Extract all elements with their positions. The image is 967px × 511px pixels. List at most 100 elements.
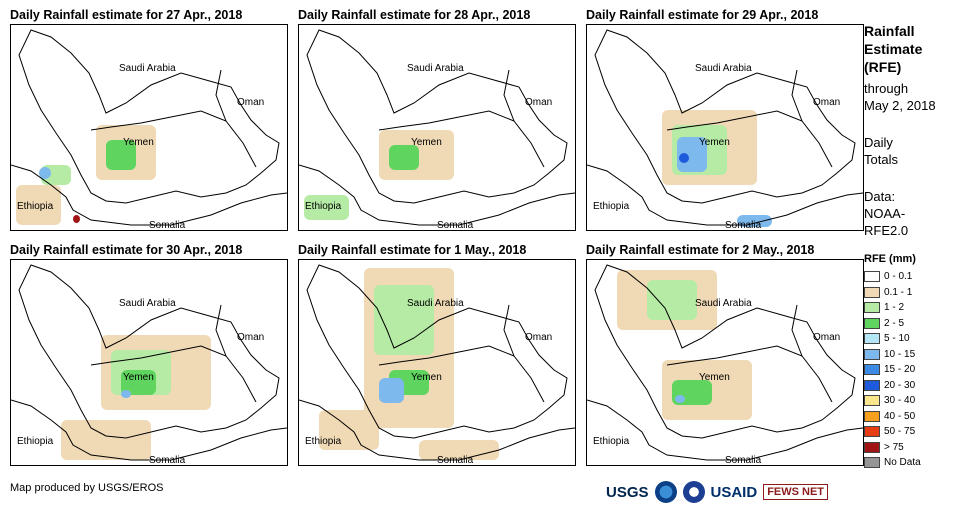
country-label-yemen: Yemen <box>123 137 154 148</box>
country-label-yemen: Yemen <box>699 372 730 383</box>
country-label-ethiopia: Ethiopia <box>17 436 54 447</box>
rainfall-area <box>61 420 151 460</box>
legend-label: 0 - 0.1 <box>884 271 913 283</box>
country-label-yemen: Yemen <box>411 137 442 148</box>
country-label-oman: Oman <box>813 97 841 108</box>
legend-label: > 75 <box>884 441 904 453</box>
map-svg <box>11 29 287 226</box>
legend-label: No Data <box>884 457 921 469</box>
country-label-saudi: Saudi Arabia <box>407 63 464 74</box>
map-svg <box>299 29 575 226</box>
legend-swatch <box>864 302 880 314</box>
country-border <box>90 345 257 403</box>
legend-label: 40 - 50 <box>884 410 916 422</box>
country-label-somalia: Somalia <box>437 220 474 231</box>
legend-item: 20 - 30 <box>864 378 921 394</box>
country-border <box>503 69 515 122</box>
rainfall-area <box>319 410 379 450</box>
usgs-logo: USGS <box>606 483 649 501</box>
country-border <box>18 264 280 439</box>
legend-swatch <box>864 441 880 453</box>
country-border <box>666 345 833 403</box>
daily-totals-note: Daily Totals <box>864 135 898 167</box>
rainfall-map-panel: Daily Rainfall estimate for 2 May., 2018… <box>586 241 864 469</box>
country-border <box>18 29 280 204</box>
legend-label: 15 - 20 <box>884 364 916 376</box>
country-label-somalia: Somalia <box>149 220 186 231</box>
fews-net-logo: FEWS NET <box>763 484 829 500</box>
map-credit: Map produced by USGS/EROS <box>10 482 164 494</box>
legend-swatch <box>864 271 880 283</box>
map-frame: Saudi Arabia Oman Yemen Ethiopia Somalia <box>298 24 576 231</box>
coastline <box>299 164 575 226</box>
map-svg <box>299 264 575 461</box>
country-label-oman: Oman <box>525 332 553 343</box>
legend-item: 15 - 20 <box>864 362 921 378</box>
rainfall-map-panel: Daily Rainfall estimate for 1 May., 2018… <box>298 241 576 469</box>
legend-swatch <box>864 364 880 376</box>
rainfall-map-panel: Daily Rainfall estimate for 29 Apr., 201… <box>586 6 864 234</box>
rainfall-area <box>647 280 697 320</box>
country-label-oman: Oman <box>525 97 553 108</box>
legend-item: 40 - 50 <box>864 409 921 425</box>
legend-item: > 75 <box>864 440 921 456</box>
rainfall-area <box>73 215 80 223</box>
legend-label: 30 - 40 <box>884 395 916 407</box>
country-label-somalia: Somalia <box>725 220 762 231</box>
rainfall-map-panel: Daily Rainfall estimate for 27 Apr., 201… <box>10 6 288 234</box>
country-border <box>503 304 515 357</box>
country-border <box>306 264 568 439</box>
legend-swatch <box>864 457 880 469</box>
coastline <box>587 399 863 461</box>
legend-item: 50 - 75 <box>864 424 921 440</box>
legend-swatch <box>864 410 880 422</box>
legend-swatch <box>864 333 880 345</box>
map-frame: Saudi Arabia Oman Yemen Ethiopia Somalia <box>10 259 288 466</box>
country-label-oman: Oman <box>237 97 265 108</box>
map-svg <box>11 264 287 461</box>
rainfall-area <box>737 215 772 227</box>
country-label-ethiopia: Ethiopia <box>305 436 342 447</box>
rainfall-area <box>121 390 131 398</box>
rainfall-area <box>677 137 707 172</box>
legend-item: 1 - 2 <box>864 300 921 316</box>
rainfall-area <box>374 285 434 355</box>
country-label-oman: Oman <box>237 332 265 343</box>
country-label-saudi: Saudi Arabia <box>119 63 176 74</box>
country-border <box>666 110 833 168</box>
coastline <box>299 399 575 461</box>
legend-swatch <box>864 426 880 438</box>
usaid-logo: USAID <box>710 483 758 501</box>
country-border <box>791 69 803 122</box>
legend-heading: Rainfall Estimate (RFE) <box>864 23 923 75</box>
rainfall-area <box>679 153 689 163</box>
country-label-yemen: Yemen <box>411 372 442 383</box>
rainfall-area <box>16 185 61 225</box>
country-border <box>306 29 568 204</box>
country-border <box>90 110 257 168</box>
panel-title: Daily Rainfall estimate for 2 May., 2018 <box>586 243 815 257</box>
coastline <box>11 399 287 461</box>
legend-label: 50 - 75 <box>884 426 916 438</box>
legend-item: 0 - 0.1 <box>864 269 921 285</box>
legend-item: 0.1 - 1 <box>864 285 921 301</box>
legend-item: 10 - 15 <box>864 347 921 363</box>
country-border <box>791 304 803 357</box>
panel-title: Daily Rainfall estimate for 28 Apr., 201… <box>298 8 531 22</box>
legend-item: 2 - 5 <box>864 316 921 332</box>
legend-label: 20 - 30 <box>884 379 916 391</box>
rainfall-area <box>379 378 404 403</box>
legend-label: 10 - 15 <box>884 348 916 360</box>
country-label-ethiopia: Ethiopia <box>593 436 630 447</box>
country-label-saudi: Saudi Arabia <box>695 63 752 74</box>
legend-swatch <box>864 348 880 360</box>
country-label-saudi: Saudi Arabia <box>119 298 176 309</box>
data-source-note: Data: NOAA- RFE2.0 <box>864 189 909 238</box>
country-label-ethiopia: Ethiopia <box>17 201 54 212</box>
legend-label: 0.1 - 1 <box>884 286 913 298</box>
legend-swatch <box>864 395 880 407</box>
map-svg <box>587 264 863 461</box>
legend-swatch <box>864 379 880 391</box>
legend-item: 5 - 10 <box>864 331 921 347</box>
country-label-somalia: Somalia <box>725 455 762 466</box>
